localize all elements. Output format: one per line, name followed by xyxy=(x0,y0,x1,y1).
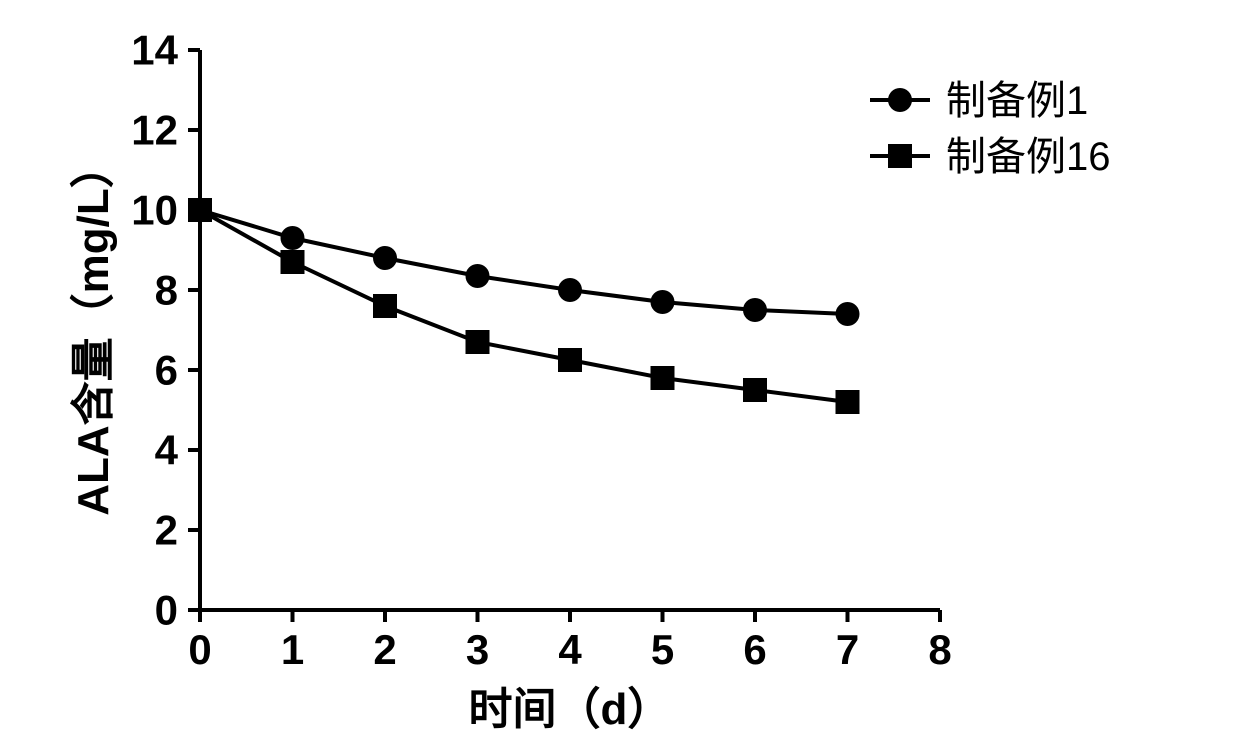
y-tick-label: 6 xyxy=(155,347,178,394)
legend-label: 制备例16 xyxy=(946,135,1111,179)
line-chart: 01234567802468101214时间（d）ALA含量（mg/L）制备例1… xyxy=(0,0,1240,731)
x-tick-label: 4 xyxy=(558,626,582,673)
y-tick-label: 14 xyxy=(131,27,178,74)
legend-label: 制备例1 xyxy=(946,79,1088,123)
y-tick-label: 4 xyxy=(155,427,179,474)
x-axis-label: 时间（d） xyxy=(469,685,672,731)
y-tick-label: 10 xyxy=(131,187,178,234)
y-tick-label: 12 xyxy=(131,107,178,154)
x-tick-label: 8 xyxy=(928,626,951,673)
x-tick-label: 6 xyxy=(743,626,766,673)
x-tick-label: 2 xyxy=(373,626,396,673)
y-tick-label: 2 xyxy=(155,507,178,554)
y-tick-label: 0 xyxy=(155,587,178,634)
x-tick-label: 5 xyxy=(651,626,674,673)
x-tick-label: 0 xyxy=(188,626,211,673)
y-axis-label: ALA含量（mg/L） xyxy=(69,144,118,516)
y-tick-label: 8 xyxy=(155,267,178,314)
x-tick-label: 7 xyxy=(836,626,859,673)
x-tick-label: 3 xyxy=(466,626,489,673)
chart-container: 01234567802468101214时间（d）ALA含量（mg/L）制备例1… xyxy=(0,0,1240,731)
x-tick-label: 1 xyxy=(281,626,304,673)
